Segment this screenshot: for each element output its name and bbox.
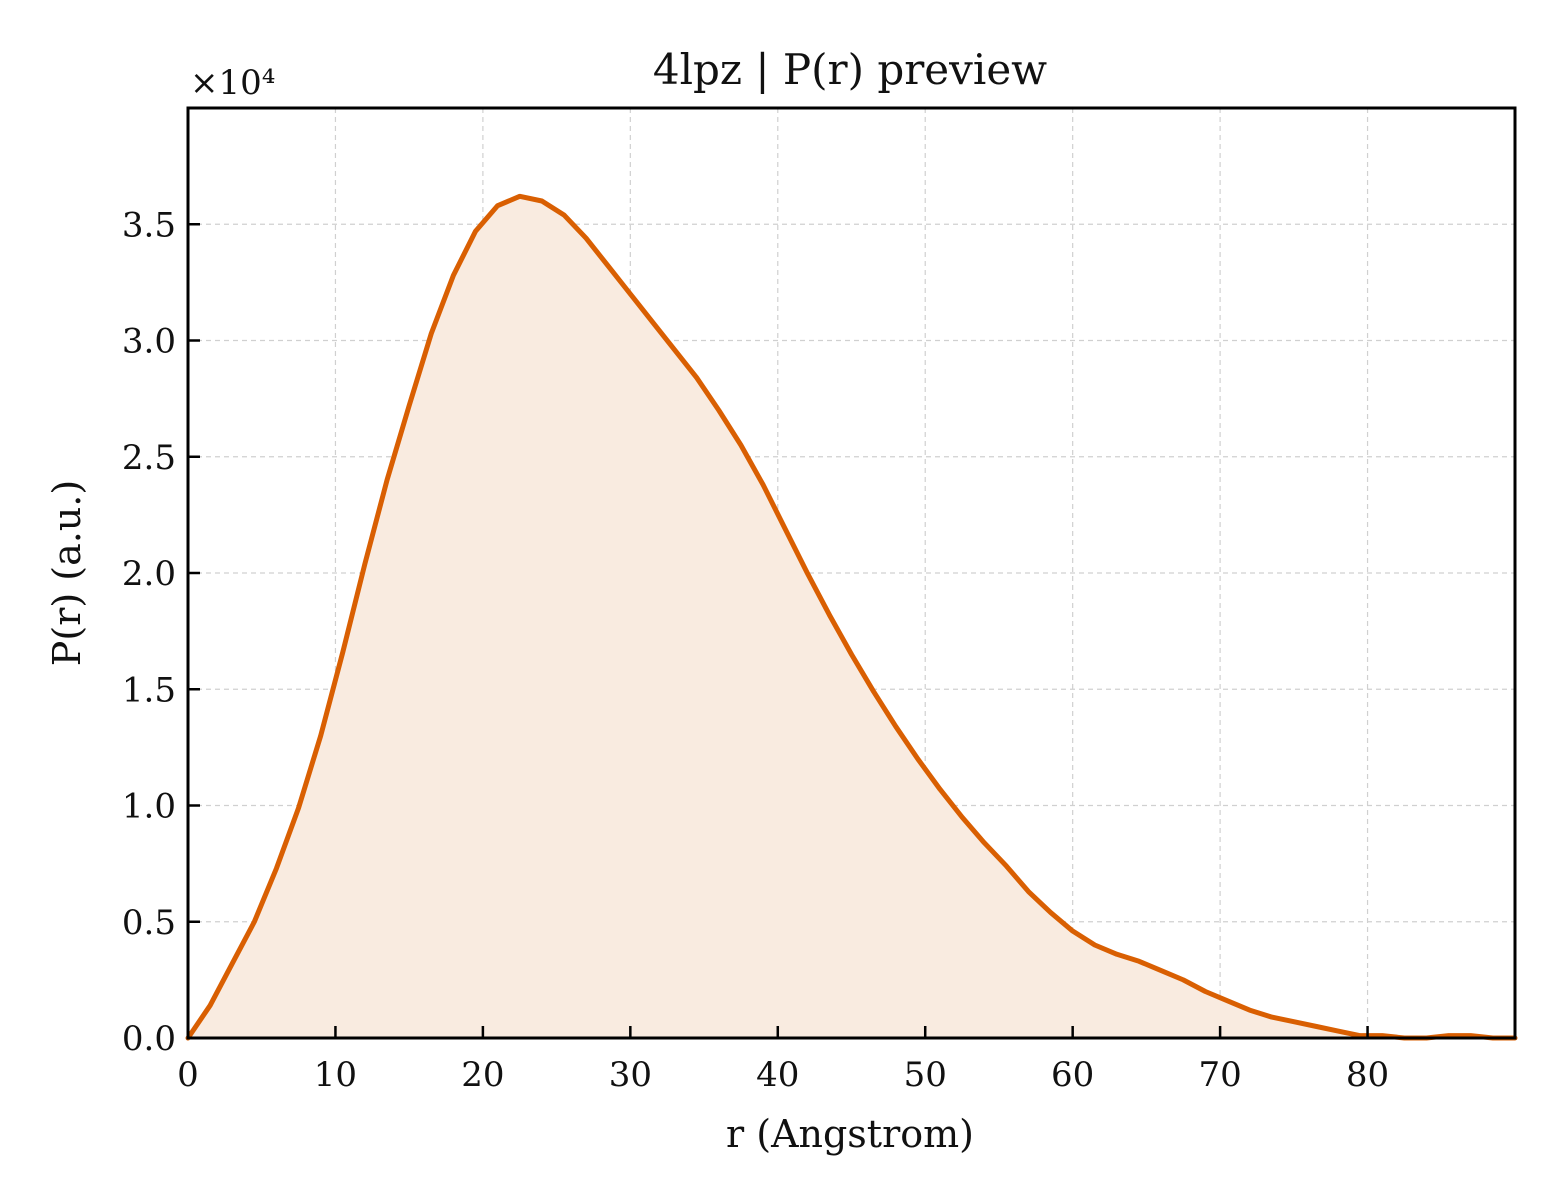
y-axis-multiplier: ×10⁴ <box>190 63 275 103</box>
y-tick-label: 2.0 <box>122 554 176 594</box>
pr-area-fill <box>188 196 1515 1039</box>
x-tick-label: 80 <box>1346 1055 1389 1095</box>
x-axis-label: r (Angstrom) <box>726 1112 974 1156</box>
y-tick-label: 1.5 <box>122 670 176 710</box>
x-tick-label: 0 <box>177 1055 199 1095</box>
ticks-layer: 0 10 20 30 40 50 60 70 80 0.0 0.5 1.0 1.5 2.0 2.5 3.0 3.… <box>122 205 1389 1095</box>
y-tick-label: 1.0 <box>122 787 176 827</box>
y-tick-label: 3.5 <box>122 205 176 245</box>
pr-series-line <box>185 193 1518 1041</box>
area-layer <box>185 193 1518 1041</box>
y-tick-label: 0.0 <box>122 1019 176 1059</box>
x-tick-label: 20 <box>461 1055 504 1095</box>
y-tick-label: 3.0 <box>122 322 176 362</box>
x-tick-label: 30 <box>609 1055 652 1095</box>
x-tick-label: 70 <box>1198 1055 1241 1095</box>
y-axis-label: P(r) (a.u.) <box>45 480 89 666</box>
x-tick-label: 40 <box>756 1055 799 1095</box>
y-tick-label: 0.5 <box>122 903 176 943</box>
chart-title: 4lpz | P(r) preview <box>653 45 1047 94</box>
y-tick-label: 2.5 <box>122 438 176 478</box>
x-tick-label: 60 <box>1051 1055 1094 1095</box>
x-tick-label: 50 <box>904 1055 947 1095</box>
x-tick-label: 10 <box>314 1055 357 1095</box>
